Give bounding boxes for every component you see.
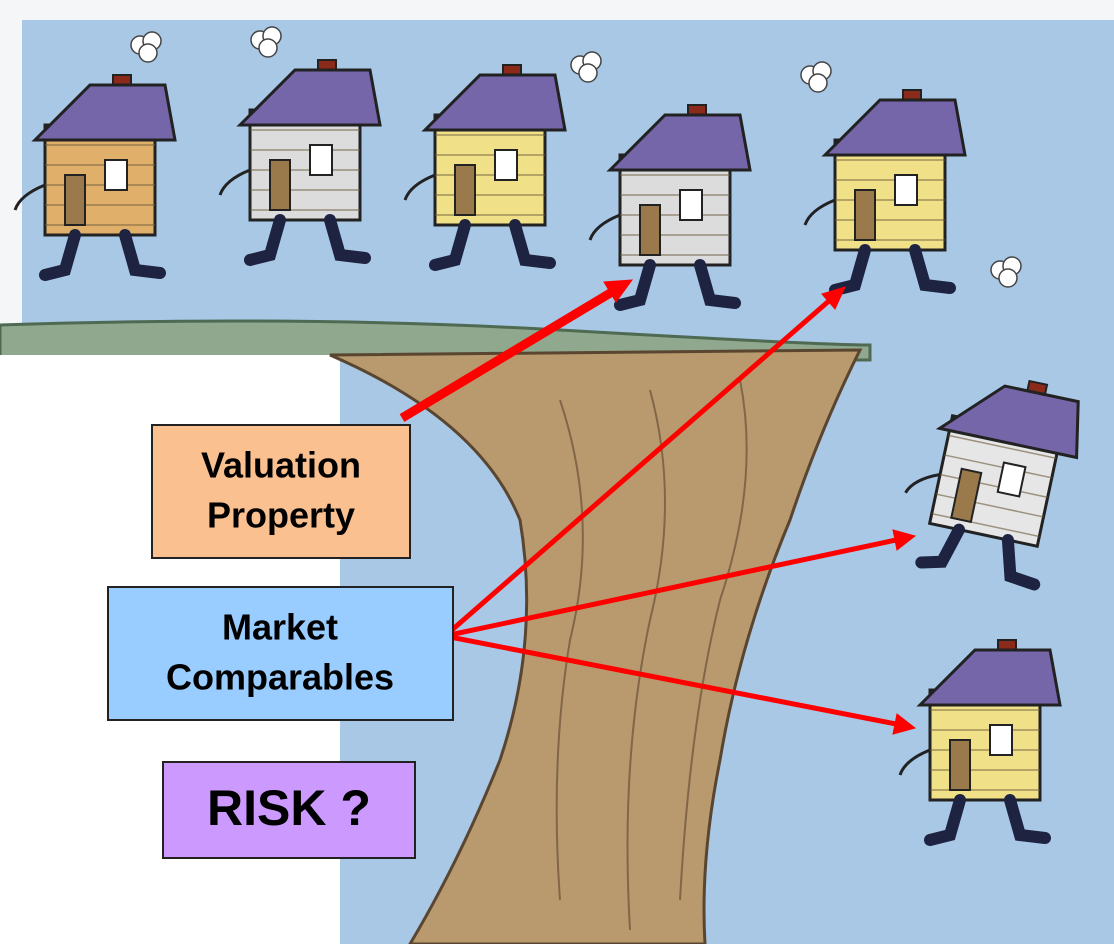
- box-label: Property: [207, 495, 355, 536]
- page: Valuation Property Market Comparables RI…: [0, 0, 1114, 944]
- cartoon-scene: Valuation Property Market Comparables RI…: [0, 0, 1114, 944]
- box-label: Valuation: [201, 445, 361, 486]
- box-label: Comparables: [166, 657, 394, 698]
- left-edge: [0, 0, 22, 340]
- box-label: Market: [222, 607, 338, 648]
- top-edge: [0, 0, 1114, 20]
- box-label: RISK ?: [207, 780, 371, 836]
